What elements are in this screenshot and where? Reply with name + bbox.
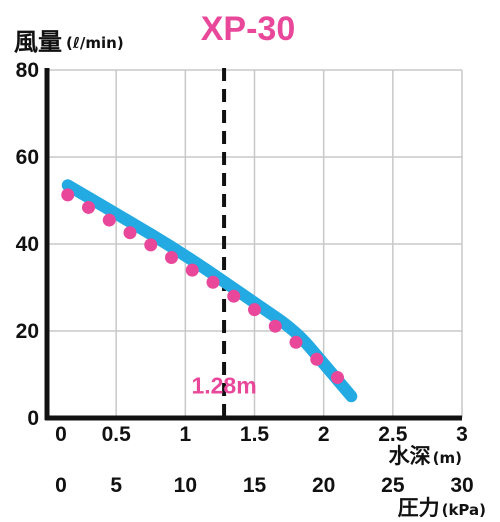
series-dot [82,200,95,214]
x2-axis-label: 圧力 (kPa) [398,496,486,520]
series-line [61,179,358,403]
x2-tick-label: 25 [381,474,405,497]
x-tick-label: 0.5 [102,423,132,446]
y-axis-unit: (ℓ/min) [66,34,124,52]
series-marks: 1.28m [61,68,358,418]
x-tick-label: 3 [456,423,468,446]
x2-tick-label: 10 [174,474,197,497]
x2-tick-label: 30 [450,474,473,497]
x-axis-unit: (m) [433,449,462,467]
y-tick-label: 0 [27,407,39,430]
x2-tick-label: 20 [312,474,335,497]
y-tick-label: 40 [16,233,39,256]
y-axis-label-text: 風量 [14,28,62,56]
x-axis-label: 水深 (m) [389,444,462,468]
series-dot [310,352,324,366]
grid [47,69,463,418]
x2-tick-label: 5 [110,474,122,497]
series-dot [185,263,199,277]
y-tick-label: 20 [16,320,39,343]
annotation-label: 1.28m [191,372,256,398]
series-dot [102,213,116,227]
series-dot [268,319,282,333]
series-dot [144,238,158,252]
y-tick-label: 80 [16,59,39,82]
series-dot [206,275,220,289]
y-tick-label: 60 [16,146,39,169]
series-dot [289,335,303,349]
chart-title: XP-30 [201,10,296,48]
x-tick-label: 1.5 [240,423,270,446]
series-dot [248,303,261,317]
x2-axis-label-text: 圧力 [398,496,440,520]
x-tick-label: 0 [55,423,67,446]
y-axis-label: 風量 (ℓ/min) [14,28,124,56]
series-dot [61,188,75,202]
x-tick-label: 2 [318,423,330,446]
series-dot [227,289,241,303]
x-tick-label: 2.5 [378,423,408,446]
x2-axis-unit: (kPa) [442,501,486,519]
x-axis-label-text: 水深 [389,444,431,468]
series-dot [123,226,137,240]
series-dot [165,250,178,264]
series-dot [331,371,344,385]
labels: XP-30 風量 (ℓ/min) 水深 (m) 圧力 (kPa) [14,10,486,520]
x2-tick-label: 15 [243,474,267,497]
x-tick-label: 1 [179,423,191,446]
x2-tick-label: 0 [55,474,67,497]
